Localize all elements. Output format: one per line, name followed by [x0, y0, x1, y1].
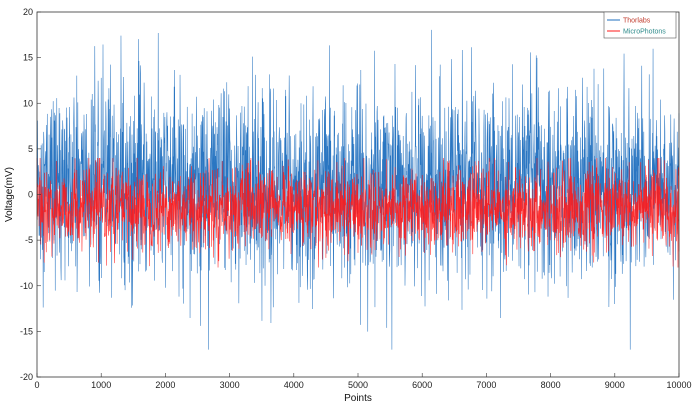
legend-box	[603, 11, 677, 39]
series-line-microphotons	[36, 157, 680, 268]
legend-label-thorlabs: Thorlabs	[623, 18, 651, 25]
x-tick-label: 8000	[541, 380, 561, 390]
x-tick-label: 0	[34, 380, 39, 390]
x-tick-label: 3000	[220, 380, 240, 390]
y-tick-label: -10	[20, 281, 33, 291]
x-tick-label: 7000	[476, 380, 496, 390]
series-layer	[36, 29, 680, 350]
legend: Thorlabs MicroPhotons	[603, 11, 677, 39]
x-tick-label: 1000	[91, 380, 111, 390]
y-axis: -20 -15 -10 -5 0 5 10 15 20	[20, 7, 41, 382]
x-tick-label: 4000	[284, 380, 304, 390]
x-tick-label: 2000	[155, 380, 175, 390]
y-tick-label: -5	[25, 235, 33, 245]
x-tick-label: 9000	[605, 380, 625, 390]
x-axis-label: Points	[344, 393, 372, 404]
legend-label-microphotons: MicroPhotons	[623, 29, 666, 36]
y-axis-label: Voltage(mV)	[4, 167, 15, 222]
y-tick-label: -20	[20, 372, 33, 382]
y-tick-label: 10	[23, 98, 33, 108]
x-tick-label: 6000	[412, 380, 432, 390]
y-tick-label: 0	[28, 190, 33, 200]
x-axis: 0 1000 2000 3000 4000 5000 6000 7000 8000 9000 100…	[34, 373, 692, 390]
y-tick-label: 15	[23, 53, 33, 63]
y-tick-label: 5	[28, 144, 33, 154]
x-tick-label: 10000	[666, 380, 691, 390]
y-tick-label: 20	[23, 7, 33, 17]
x-tick-label: 5000	[348, 380, 368, 390]
y-tick-label: -15	[20, 326, 33, 336]
